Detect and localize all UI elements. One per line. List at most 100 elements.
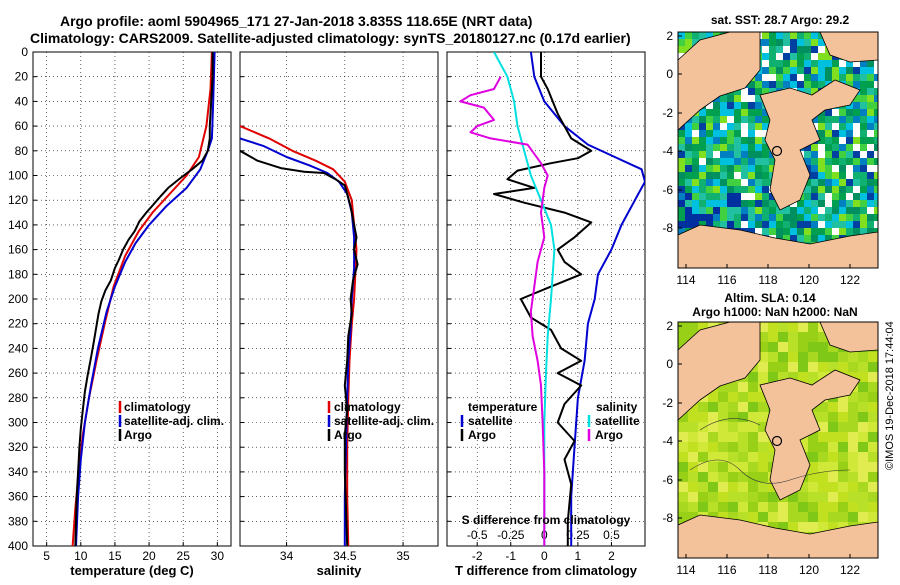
sst-cell <box>874 74 878 81</box>
sst-cell <box>860 158 867 165</box>
legend-climatology: climatology <box>334 400 401 414</box>
sst-cell <box>811 88 818 95</box>
sst-cell <box>748 116 755 123</box>
sst-map[interactable] <box>678 32 881 270</box>
map-y-tick-label: -8 <box>662 511 673 525</box>
sst-cell <box>874 221 878 228</box>
x-tick-label: 2 <box>608 549 615 563</box>
sla-cell <box>758 462 768 472</box>
sst-cell <box>762 193 769 200</box>
sla-cell <box>718 402 728 412</box>
sla-cell <box>798 362 808 372</box>
sst-cell <box>720 207 727 214</box>
sst-cell <box>769 39 776 46</box>
sst-cell <box>685 193 692 200</box>
sst-cell <box>790 74 797 81</box>
sst-cell <box>797 200 804 207</box>
sla-cell <box>698 422 708 432</box>
sst-cell <box>755 221 762 228</box>
sst-cell <box>874 228 878 235</box>
sst-cell <box>811 39 818 46</box>
sla-cell <box>728 402 738 412</box>
sst-cell <box>832 137 839 144</box>
sla-cell <box>728 442 738 452</box>
sst-cell <box>860 214 867 221</box>
sla-cell <box>698 432 708 442</box>
sla-cell <box>838 392 848 402</box>
sla-cell <box>828 342 838 352</box>
sst-cell <box>720 165 727 172</box>
s-tick-label: -0.5 <box>467 528 488 542</box>
sla-cell <box>848 512 858 522</box>
sst-cell <box>734 109 741 116</box>
sst-cell <box>867 123 874 130</box>
sla-cell <box>748 472 758 482</box>
sla-cell <box>828 522 838 532</box>
sst-cell <box>867 109 874 116</box>
sst-cell <box>811 158 818 165</box>
sst-cell <box>874 193 878 200</box>
map-x-tick-label: 114 <box>676 273 695 287</box>
sst-cell <box>867 186 874 193</box>
sla-cell <box>808 462 818 472</box>
sla-cell <box>838 482 848 492</box>
sla-cell <box>788 332 798 342</box>
sla-cell <box>838 462 848 472</box>
sla-cell <box>678 452 688 462</box>
sst-cell <box>818 193 825 200</box>
sla-cell <box>758 372 768 382</box>
sst-cell <box>713 207 720 214</box>
sst-cell <box>706 193 713 200</box>
sst-cell <box>818 200 825 207</box>
map-y-tick-label: -4 <box>662 144 673 158</box>
s-tick-label: 0.25 <box>566 528 590 542</box>
sla-cell <box>808 322 818 332</box>
sla-cell <box>858 382 868 392</box>
sla-cell <box>778 522 788 532</box>
series-line-argo <box>240 149 359 546</box>
sst-cell <box>811 60 818 67</box>
sst-cell <box>853 81 860 88</box>
sla-map[interactable] <box>678 322 878 562</box>
sla-cell <box>828 362 838 372</box>
sst-cell <box>874 123 878 130</box>
sst-cell <box>741 179 748 186</box>
sst-cell <box>699 186 706 193</box>
sst-cell <box>713 200 720 207</box>
sst-cell <box>762 74 769 81</box>
sst-cell <box>755 123 762 130</box>
sst-cell <box>839 172 846 179</box>
sla-cell <box>708 402 718 412</box>
sst-cell <box>755 74 762 81</box>
sst-cell <box>720 109 727 116</box>
sst-cell <box>867 172 874 179</box>
sst-cell <box>783 235 790 242</box>
sla-cell <box>768 322 778 332</box>
sst-cell <box>734 193 741 200</box>
sst-cell <box>720 179 727 186</box>
sst-cell <box>762 200 769 207</box>
sst-cell <box>818 179 825 186</box>
sst-cell <box>755 179 762 186</box>
sst-cell <box>741 200 748 207</box>
sst-cell <box>699 207 706 214</box>
sst-cell <box>748 186 755 193</box>
sla-cell <box>778 342 788 352</box>
sst-cell <box>727 102 734 109</box>
y-tick-label: 160 <box>8 243 28 257</box>
sst-cell <box>727 200 734 207</box>
sst-cell <box>811 221 818 228</box>
sst-cell <box>748 137 755 144</box>
sst-cell <box>755 186 762 193</box>
sst-cell <box>853 214 860 221</box>
sla-cell <box>768 362 778 372</box>
sst-cell <box>832 193 839 200</box>
sst-cell <box>755 88 762 95</box>
sst-cell <box>846 81 853 88</box>
sst-cell <box>692 137 699 144</box>
sst-cell <box>825 214 832 221</box>
sst-cell <box>860 221 867 228</box>
sla-cell <box>768 332 778 342</box>
sla-cell <box>698 402 708 412</box>
salinity-xlabel: salinity <box>317 563 363 578</box>
